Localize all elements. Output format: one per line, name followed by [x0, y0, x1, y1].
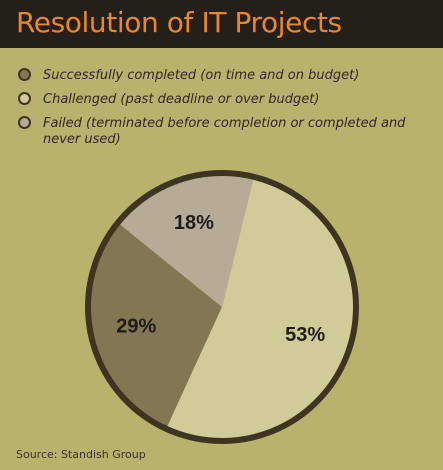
chart-title: Resolution of IT Projects	[16, 6, 342, 39]
challenged-swatch	[18, 92, 31, 105]
challenged-slice	[166, 176, 356, 441]
pie-outline	[85, 170, 359, 444]
failed-slice	[117, 173, 254, 307]
failed-percent-label: 18%	[174, 212, 214, 234]
legend-label-challenged: Challenged (past deadline or over budget…	[43, 92, 320, 107]
title-bar	[0, 0, 443, 48]
legend-item-failed: Failed (terminated before completion or …	[18, 116, 428, 148]
pie-group: 29% 53% 18%	[87, 173, 356, 441]
legend-label-failed: Failed (terminated before completion or …	[43, 116, 406, 147]
successful-percent-label: 29%	[116, 315, 156, 337]
legend-item-challenged: Challenged (past deadline or over budget…	[18, 92, 428, 108]
legend-item-successful: Successfully completed (on time and on b…	[18, 68, 428, 84]
legend: Successfully completed (on time and on b…	[18, 68, 428, 156]
legend-label-successful: Successfully completed (on time and on b…	[43, 68, 360, 83]
successful-swatch	[18, 68, 31, 81]
challenged-percent-label: 53%	[285, 324, 325, 346]
successful-slice	[87, 222, 222, 429]
source-note: Source: Standish Group	[16, 448, 146, 461]
failed-swatch	[18, 116, 31, 129]
